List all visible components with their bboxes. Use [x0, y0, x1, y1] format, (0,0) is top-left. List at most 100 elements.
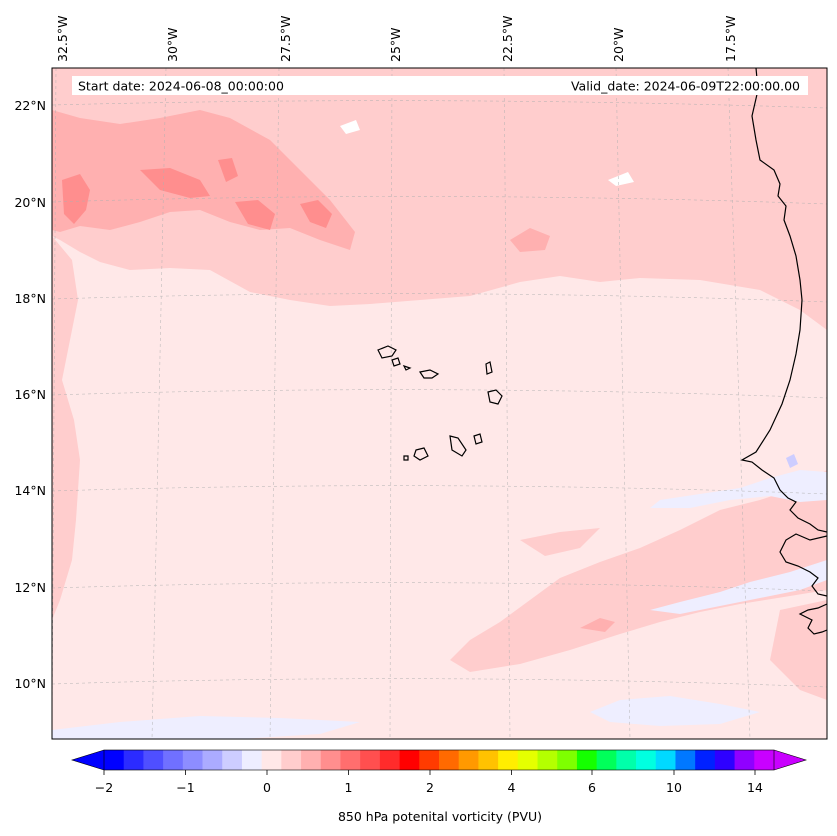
- island-sal: [485, 361, 493, 375]
- coastline-west-africa: [740, 68, 827, 533]
- colorbar-ticks: −2 −1 0 1 2 4 6 10 14: [95, 770, 763, 795]
- colorbar-segment: [360, 750, 381, 770]
- colorbar-segment: [576, 750, 598, 770]
- colorbar: −2 −1 0 1 2 4 6 10 14 850 hPa potenital vorticit…: [70, 749, 808, 824]
- lat-label-16n: 16°N: [14, 387, 46, 402]
- lon-label-20w: 20°W: [611, 27, 626, 62]
- pv-contour-light-pink-west: [52, 236, 80, 620]
- lon-label-25w: 25°W: [388, 27, 403, 62]
- colorbar-segment: [439, 750, 460, 770]
- pv-contour-pink-north1: [140, 122, 210, 160]
- colorbar-segment: [301, 750, 322, 770]
- colorbar-segment: [734, 750, 755, 770]
- colorbar-tick-label: 1: [345, 780, 353, 795]
- colorbar-tick-label: 0: [263, 780, 271, 795]
- cape-verde-islands: [377, 345, 503, 461]
- pv-contour-light-pink-south2: [520, 528, 600, 556]
- colorbar-segment: [143, 750, 164, 770]
- colorbar-segment: [202, 750, 223, 770]
- pv-contour-dark-pink-2: [140, 168, 210, 198]
- colorbar-segment: [222, 750, 243, 770]
- lat-label-20n: 20°N: [14, 195, 46, 210]
- colorbar-segment: [478, 750, 499, 770]
- colorbar-segment: [163, 750, 184, 770]
- pv-contour-dark-pink-4: [300, 200, 332, 228]
- colorbar-tick-label: 2: [426, 780, 434, 795]
- pv-contour-white-1: [340, 120, 360, 134]
- pv-contour-pink-northwest: [52, 110, 355, 250]
- latitude-labels: 22°N 20°N 18°N 16°N 14°N 12°N 10°N: [14, 98, 46, 691]
- colorbar-frame: [103, 749, 775, 771]
- colorbar-segment: [379, 750, 400, 770]
- start-date-text: Start date: 2024-06-08_00:00:00: [78, 79, 284, 94]
- colorbar-segment: [537, 750, 558, 770]
- lat-label-12n: 12°N: [14, 580, 46, 595]
- colorbar-over-arrow: [774, 750, 806, 770]
- island-santa-luzia: [402, 364, 412, 371]
- colorbar-tick-label: 14: [747, 780, 763, 795]
- colorbar-segment: [458, 750, 479, 770]
- pv-contour-pink-north2: [510, 228, 550, 252]
- colorbar-under-arrow: [72, 750, 104, 770]
- colorbar-segment: [340, 750, 361, 770]
- colorbar-segment: [596, 750, 617, 770]
- pv-contour-light-pink-east: [770, 600, 827, 700]
- colorbar-segment: [675, 750, 696, 770]
- colorbar-segment: [714, 750, 735, 770]
- lon-label-22-5w: 22.5°W: [500, 16, 515, 62]
- lat-label-22n: 22°N: [14, 98, 46, 113]
- map-area: [52, 68, 827, 739]
- colorbar-segment: [695, 750, 716, 770]
- pv-contour-dark-pink-3: [235, 200, 275, 230]
- colorbar-segment: [517, 750, 538, 770]
- island-boa-vista: [487, 389, 503, 405]
- island-santo-antao: [377, 345, 397, 359]
- colorbar-segment: [419, 750, 440, 770]
- date-info-bar: [72, 76, 808, 95]
- island-maio: [473, 433, 483, 445]
- island-sao-vicente: [391, 357, 401, 367]
- colorbar-segment: [104, 750, 125, 770]
- colorbar-segment: [616, 750, 637, 770]
- island-santiago: [449, 435, 467, 457]
- island-fogo: [413, 447, 429, 461]
- map-frame: [51, 67, 828, 740]
- colorbar-tick-label: 6: [588, 780, 596, 795]
- pv-contour-light-blue-southwest: [52, 716, 360, 739]
- colorbar-segment: [281, 750, 302, 770]
- colorbar-tick-label: −1: [176, 780, 194, 795]
- island-brava: [403, 455, 409, 461]
- pv-contour-blue-coast: [786, 454, 798, 468]
- colorbar-segment: [636, 750, 657, 770]
- colorbar-label: 850 hPa potenital vorticity (PVU): [338, 809, 542, 824]
- coastline-guinea: [798, 603, 827, 635]
- valid-date-text: Valid_date: 2024-06-09T22:00:00.00: [571, 79, 800, 94]
- colorbar-segment: [754, 750, 775, 770]
- lat-label-10n: 10°N: [14, 676, 46, 691]
- colorbar-over-outline: [773, 749, 808, 771]
- colorbar-tick-label: 4: [508, 780, 516, 795]
- colorbar-segments: [104, 750, 775, 770]
- pv-contour-pink-south: [580, 618, 615, 632]
- colorbar-segment: [498, 750, 519, 770]
- colorbar-tick-label: −2: [95, 780, 113, 795]
- lon-label-27-5w: 27.5°W: [278, 16, 293, 62]
- colorbar-segment: [320, 750, 341, 770]
- longitude-labels: 32.5°W 30°W 27.5°W 25°W 22.5°W 20°W 17.5…: [55, 16, 738, 62]
- colorbar-segment: [557, 750, 578, 770]
- gridlines: [52, 68, 827, 739]
- pv-contour-light-blue-east: [650, 470, 827, 508]
- colorbar-segment: [655, 750, 676, 770]
- pv-contour-white-2: [608, 172, 634, 186]
- colorbar-under-outline: [70, 749, 105, 771]
- pv-contour-light-blue-southeast: [650, 560, 827, 614]
- colorbar-segment: [399, 750, 420, 770]
- pv-contour-light-blue-south: [590, 696, 760, 726]
- pv-contour-light-pink-south: [450, 470, 827, 672]
- pv-contour-dark-pink-5: [218, 158, 238, 182]
- colorbar-segment: [261, 750, 282, 770]
- lon-label-32-5w: 32.5°W: [55, 16, 70, 62]
- lat-label-14n: 14°N: [14, 483, 46, 498]
- colorbar-tick-label: 10: [666, 780, 682, 795]
